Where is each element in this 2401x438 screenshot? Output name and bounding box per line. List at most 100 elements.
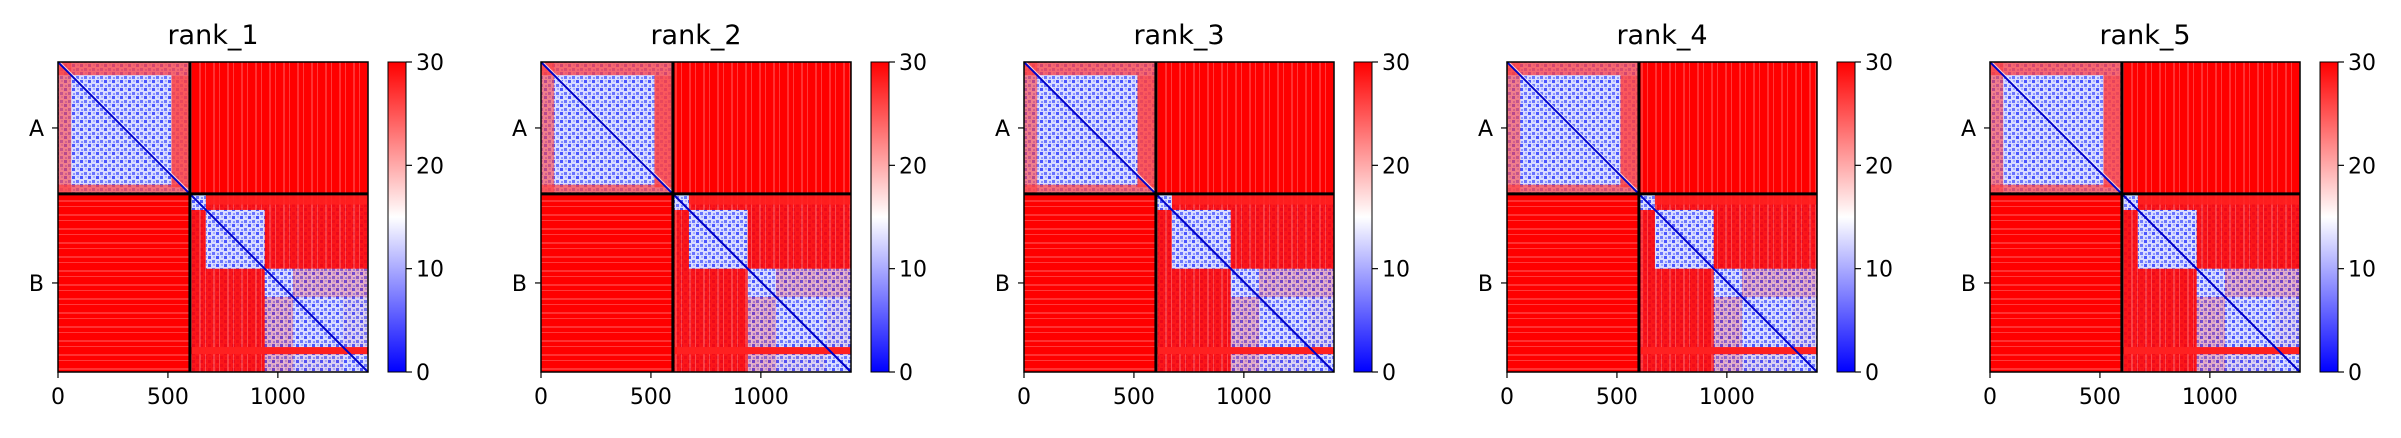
chain-label: A <box>512 117 527 142</box>
low-confidence-band <box>1137 75 1156 188</box>
domain-block <box>2196 297 2300 372</box>
low-confidence-band <box>1024 184 1156 194</box>
colorbar <box>1353 61 1373 373</box>
inter-chain-block <box>672 62 851 194</box>
colorbar-tick-label: 30 <box>1382 51 1410 76</box>
low-confidence-band <box>1638 347 1817 355</box>
x-tick-label: 1000 <box>1216 385 1272 410</box>
low-confidence-band <box>1171 193 1334 205</box>
diagonal <box>1989 61 2301 373</box>
pae-panel: rank_3 A B 0 500 1000 0 10 20 30 <box>995 20 1410 410</box>
colorbar-tick-label: 10 <box>899 258 927 283</box>
low-confidence-band <box>1620 75 1639 188</box>
panel-title: rank_2 <box>650 20 741 51</box>
chain-label: A <box>1478 117 1493 142</box>
low-confidence-band <box>205 193 368 205</box>
chain-label: B <box>1478 272 1493 297</box>
inter-chain-block <box>189 62 368 194</box>
pae-panel: rank_2 A B 0 500 1000 0 10 20 30 <box>512 20 927 410</box>
pae-panel: rank_1 A B 0 500 1000 0 10 20 30 <box>29 20 444 410</box>
diagonal-highlight <box>1508 61 1640 193</box>
low-confidence-band <box>1155 347 1334 355</box>
x-tick-label: 500 <box>1596 385 1638 410</box>
low-confidence-band <box>2137 193 2300 205</box>
low-confidence-band <box>1990 184 2122 194</box>
low-confidence-band <box>1024 62 1038 194</box>
domain-block <box>1713 297 1817 372</box>
x-tick-label: 1000 <box>2182 385 2238 410</box>
colorbar-tick-label: 10 <box>1865 258 1893 283</box>
pae-panel: rank_5 A B 0 500 1000 0 10 20 30 <box>1961 20 2376 410</box>
x-tick-label: 1000 <box>1699 385 1755 410</box>
colorbar-tick-label: 10 <box>1382 258 1410 283</box>
diagonal-highlight <box>1991 61 2123 193</box>
colorbar-tick-label: 0 <box>2348 361 2362 386</box>
low-confidence-band <box>1990 62 2122 76</box>
low-confidence-band <box>189 347 368 355</box>
x-tick-label: 500 <box>147 385 189 410</box>
x-tick-label: 0 <box>1017 385 1031 410</box>
heatmap-frame <box>57 61 369 373</box>
panel-title: rank_3 <box>1133 20 1224 51</box>
low-confidence-band <box>1507 62 1639 76</box>
x-tick-label: 500 <box>630 385 672 410</box>
panel-title: rank_5 <box>2099 20 2190 51</box>
domain-block <box>1230 297 1334 372</box>
inter-chain-block <box>1024 193 1156 372</box>
diagonal <box>540 61 852 373</box>
x-tick-label: 500 <box>2079 385 2121 410</box>
x-tick-label: 1000 <box>250 385 306 410</box>
diagonal <box>1023 61 1335 373</box>
colorbar-tick-label: 0 <box>899 361 913 386</box>
diagonal-highlight <box>59 61 191 193</box>
low-confidence-band <box>688 193 851 205</box>
colorbar-tick-label: 10 <box>416 258 444 283</box>
pae-panel: rank_4 A B 0 500 1000 0 10 20 30 <box>1478 20 1893 410</box>
chain-label: B <box>512 272 527 297</box>
inter-chain-block <box>541 193 673 372</box>
low-confidence-band <box>2103 75 2122 188</box>
low-confidence-band <box>58 62 72 194</box>
low-confidence-band <box>672 347 851 355</box>
low-confidence-band <box>171 75 190 188</box>
low-confidence-band <box>1990 62 2004 194</box>
colorbar-tick-label: 20 <box>416 154 444 179</box>
inter-chain-block <box>1990 193 2122 372</box>
domain-block <box>747 297 851 372</box>
chain-label: B <box>1961 272 1976 297</box>
domain-block <box>264 297 368 372</box>
low-confidence-band <box>541 62 555 194</box>
diagonal-highlight <box>542 61 674 193</box>
heatmap-frame <box>1023 61 1335 373</box>
inter-chain-block <box>2121 62 2300 194</box>
inter-chain-block <box>1507 193 1639 372</box>
x-tick-label: 0 <box>1500 385 1514 410</box>
colorbar-tick-label: 10 <box>2348 258 2376 283</box>
x-tick-label: 0 <box>51 385 65 410</box>
panel-title: rank_1 <box>167 20 258 51</box>
colorbar-tick-label: 30 <box>899 51 927 76</box>
low-confidence-band <box>1024 62 1156 76</box>
low-confidence-band <box>541 184 673 194</box>
low-confidence-band <box>2121 347 2300 355</box>
low-confidence-band <box>1507 184 1639 194</box>
colorbar-tick-label: 30 <box>1865 51 1893 76</box>
low-confidence-band <box>1507 62 1521 194</box>
diagonal <box>1506 61 1818 373</box>
colorbar-tick-label: 0 <box>416 361 430 386</box>
heatmap-frame <box>540 61 852 373</box>
colorbar-tick-label: 20 <box>2348 154 2376 179</box>
low-confidence-band <box>58 184 190 194</box>
low-confidence-band <box>58 62 190 76</box>
x-tick-label: 0 <box>1983 385 1997 410</box>
low-confidence-band <box>1654 193 1817 205</box>
colorbar <box>387 61 407 373</box>
colorbar-tick-label: 0 <box>1382 361 1396 386</box>
colorbar-tick-label: 20 <box>1865 154 1893 179</box>
x-tick-label: 0 <box>534 385 548 410</box>
diagonal-highlight <box>1025 61 1157 193</box>
chain-label: A <box>995 117 1010 142</box>
x-tick-label: 500 <box>1113 385 1155 410</box>
inter-chain-block <box>1155 62 1334 194</box>
